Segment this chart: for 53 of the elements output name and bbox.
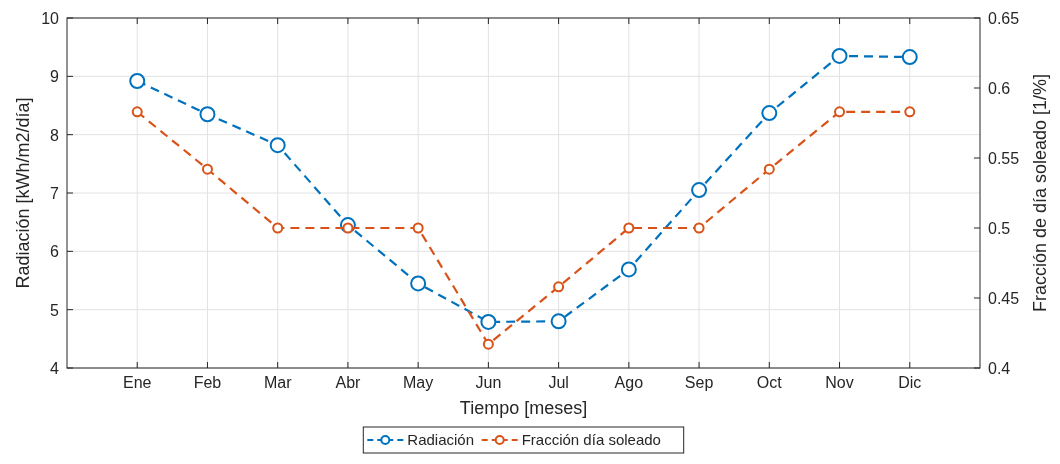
point bbox=[131, 106, 143, 118]
point bbox=[834, 106, 846, 118]
y-tick-label: 6 bbox=[50, 243, 60, 261]
point bbox=[269, 137, 286, 154]
point bbox=[904, 106, 916, 118]
y2-tick-label: 0.4 bbox=[988, 360, 1011, 377]
legend-label: Fracción día soleado bbox=[521, 431, 661, 448]
y2-tick-label: 0.65 bbox=[988, 10, 1020, 27]
point bbox=[482, 338, 494, 350]
x-tick-label: Ago bbox=[614, 374, 644, 391]
point bbox=[272, 222, 284, 234]
point bbox=[623, 222, 635, 234]
y-tick-label: 7 bbox=[50, 185, 60, 202]
point bbox=[410, 275, 427, 292]
x-tick-label: Abr bbox=[335, 374, 362, 391]
point bbox=[620, 261, 637, 278]
point bbox=[901, 49, 918, 66]
y2-axis-title: Fracción de día soleado [1/%] bbox=[1030, 73, 1050, 313]
y-tick-label: 10 bbox=[41, 10, 60, 27]
point bbox=[199, 106, 216, 123]
point bbox=[831, 47, 848, 64]
y-axis-title: Radiación [kWh/m2/día] bbox=[13, 97, 33, 289]
legend-label: Radiación bbox=[407, 431, 475, 448]
point bbox=[550, 313, 567, 330]
x-tick-label: Ene bbox=[123, 374, 152, 391]
x-tick-label: Jun bbox=[475, 374, 502, 391]
x-tick-label: Dic bbox=[898, 374, 922, 391]
x-tick-label: Feb bbox=[193, 374, 222, 391]
x-tick-label: May bbox=[403, 374, 434, 391]
y-tick-label: 9 bbox=[50, 68, 60, 86]
point bbox=[763, 163, 775, 175]
point bbox=[480, 313, 497, 330]
point bbox=[693, 222, 705, 234]
y2-tick-label: 0.6 bbox=[988, 80, 1011, 97]
x-tick-label: Jul bbox=[548, 374, 569, 391]
point bbox=[761, 105, 778, 122]
point bbox=[201, 163, 213, 175]
y2-tick-label: 0.45 bbox=[988, 290, 1020, 307]
point bbox=[412, 222, 424, 234]
x-tick-label: Oct bbox=[756, 374, 783, 391]
x-tick-label: Nov bbox=[825, 374, 854, 391]
point bbox=[342, 222, 354, 234]
x-tick-label: Sep bbox=[684, 374, 714, 391]
point bbox=[691, 182, 708, 199]
y-tick-label: 8 bbox=[50, 126, 60, 144]
y2-tick-label: 0.5 bbox=[988, 220, 1011, 237]
y-tick-label: 4 bbox=[50, 360, 60, 377]
point bbox=[129, 73, 146, 89]
y2-tick-label: 0.55 bbox=[988, 150, 1020, 167]
x-tick-label: Mar bbox=[263, 374, 293, 391]
y-tick-label: 5 bbox=[50, 301, 60, 319]
x-axis-title: Tiempo [meses] bbox=[459, 398, 588, 418]
point bbox=[553, 281, 565, 293]
